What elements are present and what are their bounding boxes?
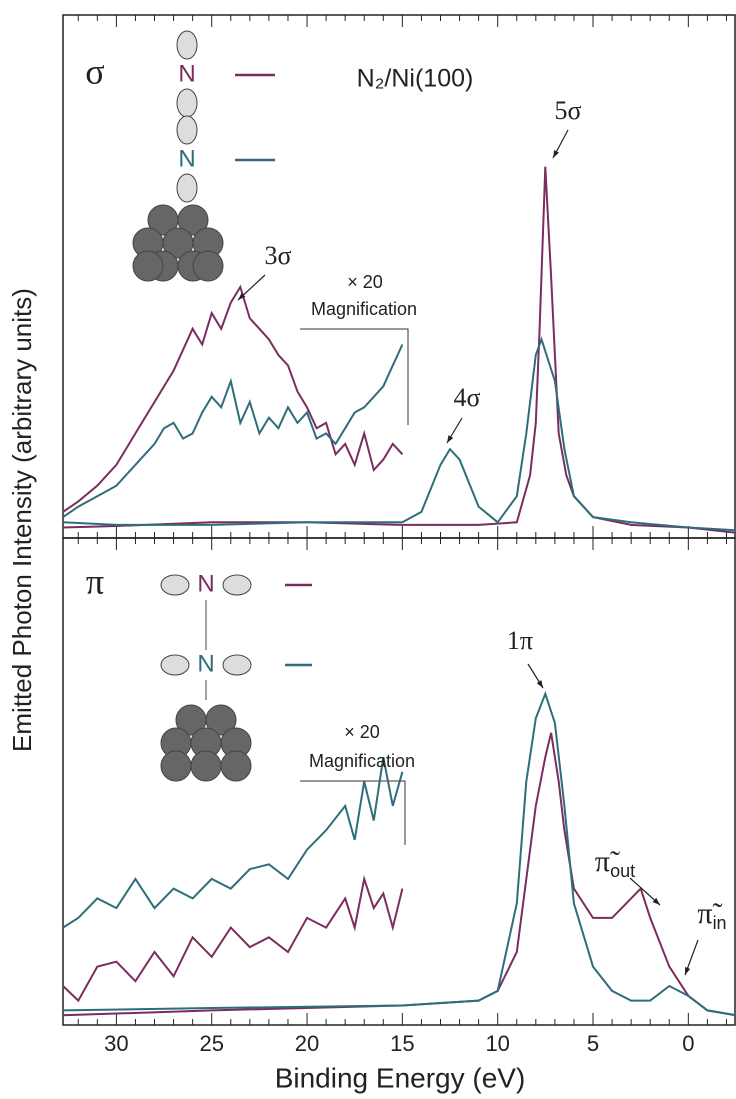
molecule-sigma	[132, 30, 224, 282]
x-tick-label: 20	[295, 1031, 319, 1056]
x-tick-label: 15	[390, 1031, 414, 1056]
annotation: σ	[85, 51, 104, 91]
series-line	[62, 344, 404, 518]
x-tick-label: 10	[485, 1031, 509, 1056]
annotation-arrowhead	[685, 967, 691, 975]
annotation: × 20	[344, 722, 380, 742]
annotation: Magnification	[309, 751, 415, 771]
annotation-arrowhead	[447, 435, 454, 443]
molecule-pi	[160, 574, 252, 782]
y-axis-label: Emitted Photon Intensity (arbitrary unit…	[7, 288, 37, 752]
legend-label: N	[197, 570, 214, 597]
annotation: 1π	[507, 626, 533, 655]
magnification-brackets	[300, 328, 409, 845]
legend-label: N	[178, 60, 195, 87]
annotation: π̃out	[595, 845, 635, 881]
legend-label: N	[197, 650, 214, 677]
annotation-arrowhead	[238, 292, 246, 300]
annotation-subscript: in	[713, 913, 727, 933]
annotation-subscript: out	[610, 861, 635, 881]
annotation: 4σ	[453, 383, 480, 412]
series-line	[62, 336, 736, 532]
series-line	[62, 690, 736, 1017]
annotation: π̃in	[697, 897, 726, 933]
annotation: × 20	[347, 272, 383, 292]
annotation: 5σ	[554, 96, 581, 125]
x-tick-label: 30	[104, 1031, 128, 1056]
plot-frame	[62, 537, 736, 1026]
series-line	[62, 284, 404, 513]
x-tick-label: 25	[199, 1031, 223, 1056]
annotation-arrowhead	[536, 680, 543, 688]
annotation: π	[86, 561, 104, 601]
x-axis-label: Binding Energy (eV)	[275, 1062, 526, 1093]
annotation: N₂/Ni(100)	[357, 65, 474, 93]
series-line	[62, 874, 404, 1003]
annotation: 3σ	[264, 241, 291, 270]
legend-label: N	[178, 145, 195, 172]
annotation-arrowhead	[652, 897, 660, 905]
series-line	[62, 756, 404, 929]
x-tick-label: 5	[587, 1031, 599, 1056]
annotation: Magnification	[311, 299, 417, 319]
x-tick-label: 0	[682, 1031, 694, 1056]
annotation-arrowhead	[553, 150, 559, 158]
